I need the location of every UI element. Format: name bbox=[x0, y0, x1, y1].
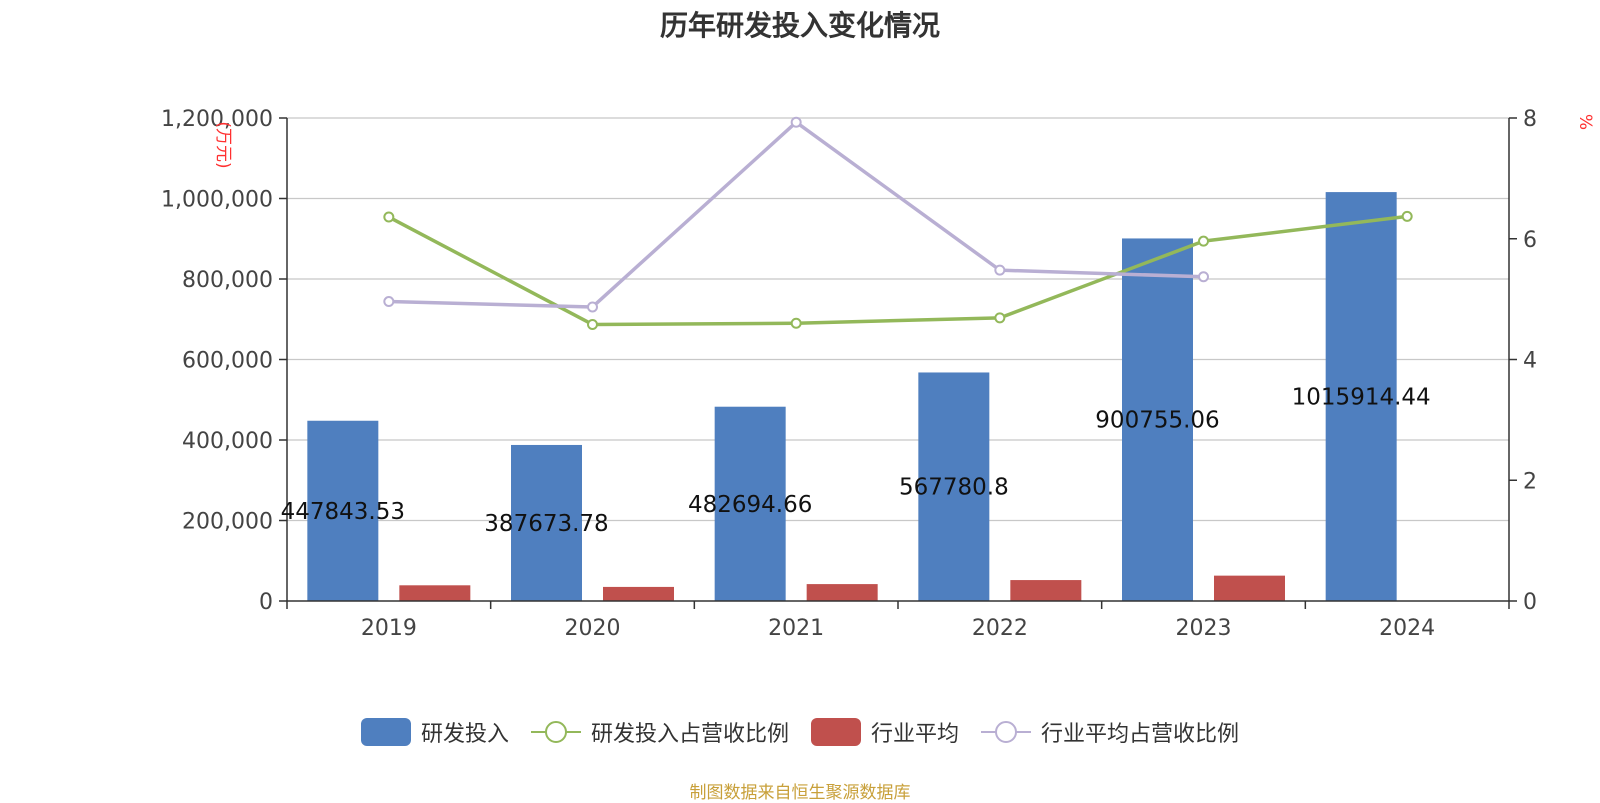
line-point bbox=[1198, 235, 1209, 247]
legend-label: 行业平均 bbox=[871, 722, 960, 747]
legend-label: 研发投入占营收比例 bbox=[590, 722, 789, 747]
line-point bbox=[383, 296, 395, 308]
x-tick-label: 2020 bbox=[565, 616, 621, 641]
bar bbox=[603, 586, 674, 601]
bar-value-label: 447843.53 bbox=[281, 499, 405, 525]
right-tick-label: 0 bbox=[1523, 590, 1537, 615]
legend-line-swatch bbox=[530, 721, 581, 743]
axis-layer: 0 200,000 400,000 600,000 800,000 1,000,000 1,… bbox=[161, 107, 1595, 641]
source-note: 制图数据来自恒生聚源数据库 bbox=[689, 783, 911, 803]
bar-value-label: 387673.78 bbox=[484, 511, 608, 537]
left-tick-label: 800,000 bbox=[182, 268, 273, 293]
line-layer bbox=[383, 116, 1413, 330]
bar-value-label: 900755.06 bbox=[1095, 408, 1219, 434]
right-axis-unit: % bbox=[1575, 114, 1595, 130]
legend-item[interactable]: 行业平均 bbox=[811, 716, 959, 748]
legend-line-swatch bbox=[981, 721, 1032, 743]
bar-value-label: 482694.66 bbox=[688, 492, 812, 518]
x-tick-label: 2024 bbox=[1379, 616, 1435, 641]
chart-title: 历年研发投入变化情况 bbox=[659, 9, 940, 42]
bar bbox=[1214, 575, 1285, 601]
bar bbox=[1010, 580, 1082, 601]
bar bbox=[1325, 192, 1397, 602]
bar bbox=[307, 420, 379, 601]
legend-item[interactable]: 研发投入占营收比例 bbox=[530, 716, 789, 748]
bar-layer bbox=[307, 192, 1397, 602]
line-point bbox=[790, 116, 802, 128]
line-point bbox=[1401, 210, 1413, 222]
line-point bbox=[587, 318, 598, 330]
right-tick-label: 2 bbox=[1523, 469, 1537, 494]
bar-value-label: 567780.8 bbox=[899, 475, 1009, 501]
left-tick-label: 1,200,000 bbox=[161, 107, 273, 132]
x-tick-label: 2019 bbox=[361, 616, 417, 641]
line-point bbox=[994, 264, 1006, 276]
line-point bbox=[790, 317, 802, 329]
legend-item[interactable]: 研发投入 bbox=[360, 716, 509, 748]
right-tick-label: 4 bbox=[1523, 349, 1537, 374]
left-tick-label: 200,000 bbox=[182, 510, 273, 535]
bar bbox=[1122, 238, 1193, 601]
bar bbox=[806, 584, 878, 601]
left-tick-label: 1,000,000 bbox=[161, 188, 273, 213]
left-tick-label: 600,000 bbox=[182, 349, 273, 374]
grid-layer bbox=[287, 117, 1509, 522]
bar-value-label: 1015914.44 bbox=[1292, 385, 1431, 411]
left-tick-label: 400,000 bbox=[182, 429, 273, 454]
right-tick-label: 8 bbox=[1523, 107, 1537, 132]
legend-label: 行业平均占营收比例 bbox=[1041, 722, 1240, 747]
left-axis-unit: (万元) bbox=[213, 121, 233, 168]
right-tick-label: 6 bbox=[1523, 228, 1537, 253]
x-tick-label: 2023 bbox=[1176, 616, 1232, 641]
legend: 研发投入 研发投入占营收比例 行业平均 行业平均占营收比例 bbox=[0, 716, 1600, 748]
bar bbox=[918, 372, 990, 601]
legend-bar-swatch bbox=[811, 718, 861, 746]
series-line bbox=[388, 214, 1408, 327]
legend-item[interactable]: 行业平均占营收比例 bbox=[981, 716, 1239, 748]
x-tick-label: 2021 bbox=[768, 616, 824, 641]
line-point bbox=[994, 312, 1006, 324]
bar bbox=[714, 406, 786, 601]
label-layer: 447843.53 387673.78 482694.66 567780.8 90075… bbox=[281, 385, 1431, 537]
legend-label: 研发投入 bbox=[420, 722, 509, 747]
x-tick-label: 2022 bbox=[972, 616, 1028, 641]
left-tick-label: 0 bbox=[259, 590, 273, 615]
bar bbox=[511, 444, 582, 601]
legend-bar-swatch bbox=[360, 718, 411, 746]
bar bbox=[399, 585, 471, 601]
line-point bbox=[1198, 271, 1209, 283]
line-point bbox=[587, 301, 598, 313]
line-point bbox=[383, 211, 395, 223]
